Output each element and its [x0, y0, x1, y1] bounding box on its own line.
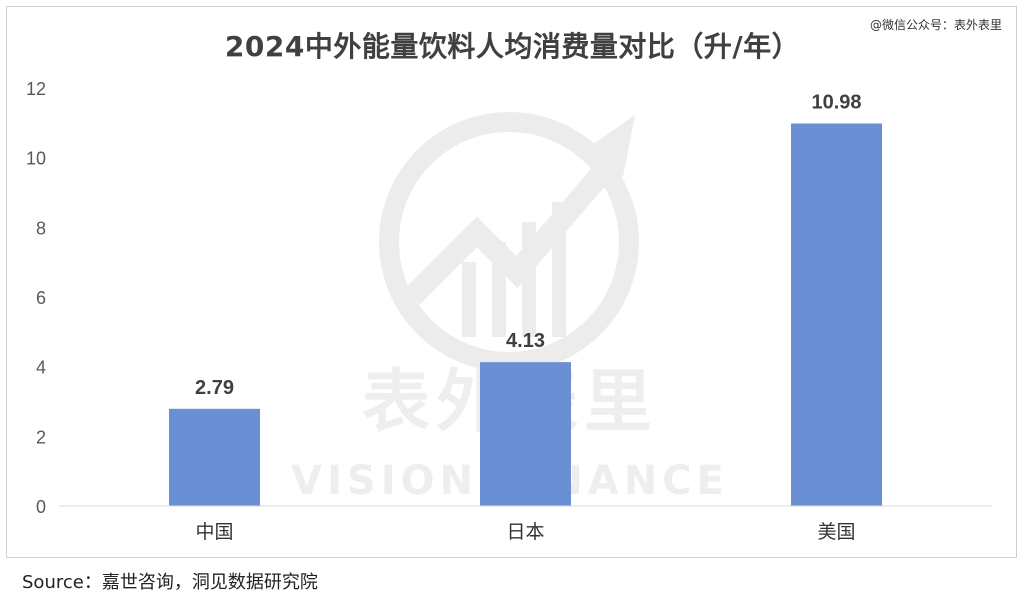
- y-tick-label: 4: [36, 358, 46, 378]
- wechat-credit: @微信公众号：表外表里: [869, 18, 1002, 32]
- x-tick-label: 美国: [817, 521, 855, 543]
- y-tick-label: 0: [36, 497, 46, 517]
- bar: [791, 123, 882, 506]
- y-tick-label: 6: [36, 288, 46, 308]
- bar-value-label: 2.79: [195, 377, 234, 399]
- y-tick-label: 2: [36, 427, 46, 447]
- x-tick-label: 中国: [195, 521, 233, 543]
- x-axis: 中国 日本 美国: [195, 521, 855, 543]
- bar-value-label: 10.98: [811, 92, 861, 114]
- y-tick-label: 12: [26, 79, 46, 99]
- y-axis: 0 2 4 6 8 10 12: [26, 79, 46, 517]
- chart-frame: 2024中外能量饮料人均消费量对比（升/年） @微信公众号：表外表里 表外表里 …: [6, 6, 1017, 558]
- bar: [169, 408, 260, 506]
- source-note: Source：嘉世咨询，洞见数据研究院: [22, 572, 318, 593]
- value-labels: 2.79 4.13 10.98: [195, 92, 862, 399]
- bar-series: [169, 123, 882, 506]
- bar: [480, 362, 571, 506]
- chart-title: 2024中外能量饮料人均消费量对比（升/年）: [224, 30, 801, 63]
- y-tick-label: 8: [36, 218, 46, 238]
- watermark-logo-icon: [379, 112, 639, 372]
- x-tick-label: 日本: [506, 521, 544, 543]
- y-tick-label: 10: [26, 149, 46, 169]
- bar-value-label: 4.13: [506, 330, 545, 352]
